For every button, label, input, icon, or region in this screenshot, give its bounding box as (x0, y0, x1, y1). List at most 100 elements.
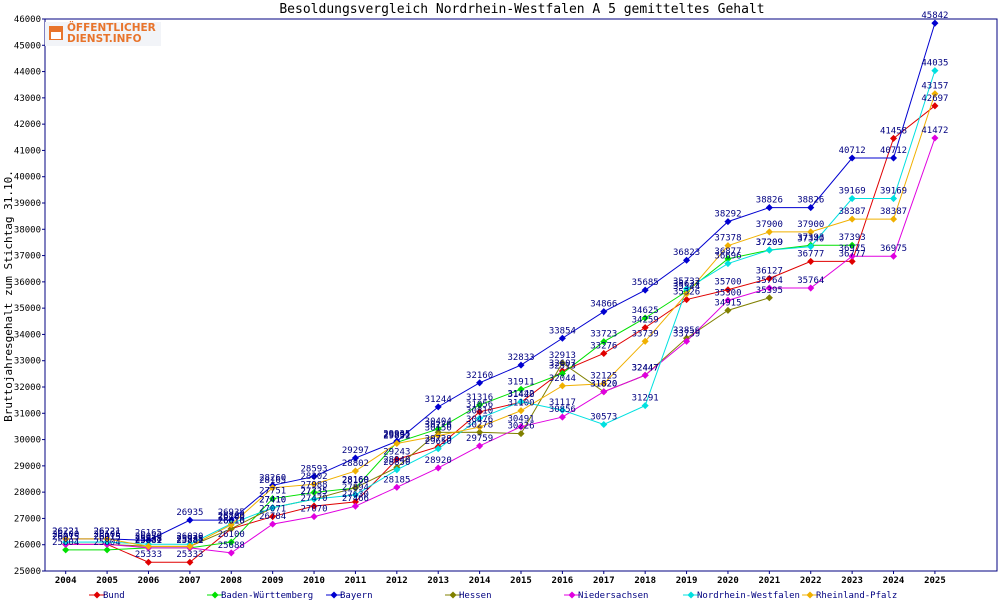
data-label: 27410 (259, 496, 286, 506)
data-label: 31316 (466, 393, 493, 403)
y-axis-label: Bruttojahresgehalt zum Stichtag 31.10. (2, 170, 15, 422)
data-label: 31911 (507, 377, 534, 387)
data-label: 28850 (383, 458, 410, 468)
data-point (931, 90, 939, 98)
data-point (641, 371, 649, 379)
data-point (227, 538, 235, 546)
data-point (807, 257, 815, 265)
data-label: 37209 (756, 238, 783, 248)
y-tick-label: 42000 (14, 120, 41, 130)
data-label: 28302 (300, 472, 327, 482)
data-label: 31820 (590, 380, 617, 390)
data-label: 25938 (176, 534, 203, 544)
data-label: 27894 (342, 483, 369, 493)
data-point (476, 423, 484, 431)
x-tick-label: 2008 (220, 576, 242, 586)
data-label: 36696 (714, 252, 741, 262)
data-label: 36975 (880, 244, 907, 254)
data-label: 33854 (549, 326, 576, 336)
data-label: 35685 (632, 278, 659, 288)
data-point (227, 549, 235, 557)
data-label: 27410 (259, 496, 286, 506)
data-point (269, 520, 277, 528)
y-tick-label: 29000 (14, 462, 41, 472)
data-label: 26935 (218, 508, 245, 518)
data-point (434, 445, 442, 453)
data-point (186, 558, 194, 566)
data-point (476, 414, 484, 422)
data-label: 37340 (797, 235, 824, 245)
data-point (558, 369, 566, 378)
data-point (517, 398, 525, 406)
data-label: 38387 (839, 207, 866, 217)
data-label: 37393 (839, 233, 866, 243)
legend-label: Niedersachsen (578, 591, 648, 600)
x-tick-label: 2019 (676, 576, 698, 586)
data-point (558, 413, 566, 421)
data-label: 29650 (425, 437, 452, 447)
data-label: 35326 (673, 288, 700, 298)
data-label: 35544 (673, 282, 700, 292)
data-point (889, 215, 898, 223)
y-tick-label: 36000 (14, 278, 41, 288)
data-label: 26105 (94, 530, 121, 540)
x-tick-label: 2017 (593, 576, 615, 586)
data-point (807, 243, 815, 251)
data-point (724, 286, 732, 294)
y-tick-label: 37000 (14, 252, 41, 262)
data-label: 28920 (425, 456, 452, 466)
data-label: 29243 (383, 447, 410, 457)
data-point (393, 483, 401, 491)
x-tick-label: 2012 (386, 576, 408, 586)
data-label: 33856 (673, 326, 700, 336)
data-label: 30491 (507, 415, 534, 425)
data-point (641, 286, 649, 294)
x-tick-label: 2011 (345, 576, 367, 586)
data-point (476, 408, 484, 416)
data-label: 27735 (300, 487, 327, 497)
data-label: 25333 (135, 550, 162, 560)
y-tick-label: 28000 (14, 488, 41, 498)
data-label: 30404 (425, 417, 452, 427)
data-label: 38292 (714, 210, 741, 220)
data-point (517, 361, 525, 369)
data-point (393, 466, 401, 474)
data-label: 26800 (218, 512, 245, 522)
plot-border (44, 18, 998, 572)
legend: Bund Baden-Württemberg Bayern Hessen Nieders… (89, 591, 897, 600)
data-point (269, 495, 277, 503)
x-tick-label: 2018 (634, 576, 656, 586)
data-label: 35732 (673, 277, 700, 287)
data-point (269, 504, 277, 512)
data-label: 39169 (839, 187, 866, 197)
site-logo: ÖFFENTLICHER DIENST.INFO (45, 22, 161, 46)
data-point (848, 241, 856, 249)
data-label: 29759 (466, 434, 493, 444)
data-label: 40712 (880, 146, 907, 156)
x-tick-label: 2014 (469, 576, 491, 586)
legend-swatch-marker (687, 591, 695, 599)
data-label: 34866 (590, 300, 617, 310)
data-label: 37378 (714, 234, 741, 244)
data-point (889, 252, 898, 260)
y-tick-label: 35000 (14, 304, 41, 314)
data-label: 26784 (259, 512, 286, 522)
data-label: 36777 (797, 249, 824, 259)
data-point (144, 536, 153, 544)
y-tick-label: 30000 (14, 436, 41, 446)
legend-label: Bund (103, 591, 125, 600)
data-label: 26610 (218, 517, 245, 527)
data-point (683, 285, 691, 293)
data-label: 43157 (921, 82, 948, 92)
x-tick-label: 2023 (841, 576, 863, 586)
data-point (600, 420, 608, 429)
data-label: 37393 (797, 233, 824, 243)
data-label: 25882 (176, 536, 203, 546)
data-label: 25938 (135, 534, 162, 544)
data-point (517, 430, 525, 438)
data-point (186, 516, 194, 524)
data-point (62, 535, 70, 543)
data-point (807, 284, 815, 292)
data-label: 30856 (549, 405, 576, 415)
data-point (103, 535, 111, 543)
